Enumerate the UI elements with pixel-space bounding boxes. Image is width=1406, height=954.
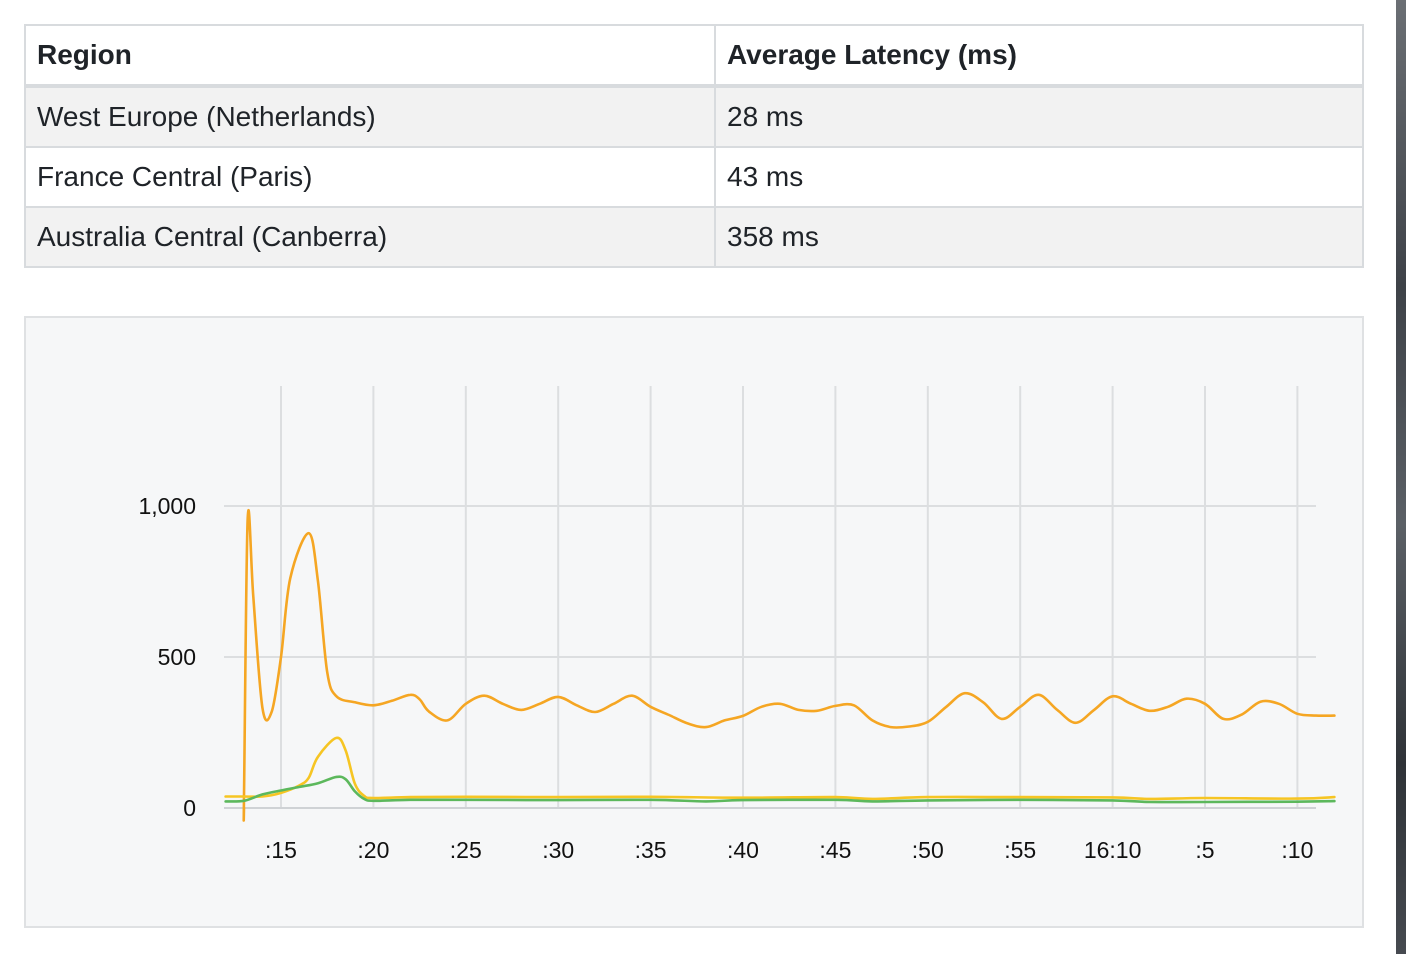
x-tick-label: :20 — [357, 837, 389, 863]
series-line-netherlands — [224, 775, 1336, 804]
x-tick-label: :45 — [819, 837, 851, 863]
table-row: West Europe (Netherlands) 28 ms — [24, 85, 1364, 148]
x-tick-label: :50 — [912, 837, 944, 863]
table-row: France Central (Paris) 43 ms — [24, 146, 1364, 208]
y-tick-label: 0 — [183, 795, 196, 821]
x-tick-label: 16:10 — [1084, 837, 1142, 863]
latency-table: Region Average Latency (ms) West Europe … — [24, 24, 1364, 268]
column-header-latency[interactable]: Average Latency (ms) — [714, 24, 1364, 88]
column-header-region[interactable]: Region — [24, 24, 716, 88]
table-header-row: Region Average Latency (ms) — [24, 24, 1364, 88]
x-tick-label: :55 — [1004, 837, 1036, 863]
cell-latency: 358 ms — [714, 206, 1364, 268]
x-tick-label: :30 — [542, 837, 574, 863]
y-tick-label: 1,000 — [138, 493, 196, 519]
cell-region: Australia Central (Canberra) — [24, 206, 716, 268]
x-tick-label: :10 — [1281, 837, 1313, 863]
x-tick-label: :25 — [450, 837, 482, 863]
cell-region: West Europe (Netherlands) — [24, 85, 716, 148]
cell-latency: 43 ms — [714, 146, 1364, 208]
table-row: Australia Central (Canberra) 358 ms — [24, 206, 1364, 268]
cell-region: France Central (Paris) — [24, 146, 716, 208]
x-tick-label: :35 — [635, 837, 667, 863]
x-tick-label: :5 — [1195, 837, 1214, 863]
latency-line-chart[interactable]: :15 :20 :25 :30 :35 :40 :45 :50 :55 16:10 :5 :10 0 50… — [26, 318, 1362, 926]
desktop-background-edge — [1396, 0, 1406, 954]
cell-latency: 28 ms — [714, 85, 1364, 148]
x-tick-label: :15 — [265, 837, 297, 863]
latency-chart-panel[interactable]: :15 :20 :25 :30 :35 :40 :45 :50 :55 16:10 :5 :10 0 50… — [24, 316, 1364, 928]
x-tick-label: :40 — [727, 837, 759, 863]
series-line-paris — [224, 736, 1336, 801]
y-tick-label: 500 — [158, 644, 196, 670]
series-line-canberra — [242, 508, 1336, 822]
